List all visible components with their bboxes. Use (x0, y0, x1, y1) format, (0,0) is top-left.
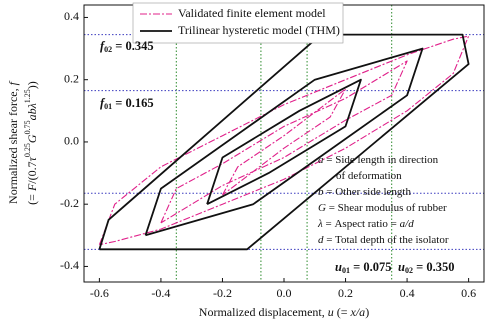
note-line: b = Other side length (318, 186, 411, 198)
text-part: = Shear modulus of rubber (326, 202, 447, 214)
text-part: of deformation (336, 170, 402, 182)
legend-box (132, 2, 344, 44)
text-part: = 0.350 (413, 260, 455, 274)
note-line: of deformation (336, 170, 402, 182)
note-line: G = Shear modulus of rubber (318, 202, 447, 214)
text-part: abλ (25, 103, 39, 120)
text-part: 01 (342, 266, 350, 275)
text-part: f (100, 96, 106, 110)
x-tick-label: 0.2 (338, 286, 353, 300)
text-part: b (318, 186, 324, 198)
y-tick-label: 0.2 (64, 71, 79, 85)
x-tick-label: -0.6 (90, 286, 109, 300)
text-part: = 0.165 (112, 96, 154, 110)
x-tick-label: -0.2 (213, 286, 232, 300)
annotation: f02 = 0.345 (100, 39, 154, 54)
y-axis-label: (= F/(0.7τ0.25G0.75abλ1.25)) (23, 81, 39, 205)
text-part: u (398, 260, 405, 274)
x-axis-label: Normalized displacement, u (= x/a) (199, 305, 369, 319)
text-part: = Aspect ratio = (323, 218, 400, 230)
text-part: )) (25, 81, 39, 89)
text-part: Normalized displacement, (199, 305, 328, 319)
text-part: = Other side length (324, 186, 412, 198)
note-line: a = Side length in direction (318, 154, 439, 166)
note-line: λ = Aspect ratio = a/d (317, 218, 414, 230)
text-part: u (335, 260, 342, 274)
text-part: 0.25 (23, 143, 32, 157)
x-tick-label: 0.0 (277, 286, 292, 300)
text-part: λ (317, 218, 323, 230)
y-tick-label: 0.4 (64, 9, 79, 23)
text-part: τ (25, 156, 39, 161)
text-part: G (318, 202, 326, 214)
text-part: 02 (405, 266, 413, 275)
text-part: a/d (400, 218, 415, 230)
text-part: Normalized shear force, (6, 85, 20, 204)
x-tick-label: 0.6 (461, 286, 476, 300)
y-tick-label: -0.4 (60, 258, 79, 272)
series-line (98, 33, 470, 251)
annotation: u02 = 0.350 (398, 260, 454, 275)
x-tick-label: -0.4 (151, 286, 170, 300)
text-part: G (25, 134, 39, 143)
text-part: 01 (104, 102, 112, 111)
text-part: = Total depth of the isolator (324, 234, 449, 246)
text-part: u (328, 305, 334, 319)
text-part: ) (365, 305, 369, 319)
y-tick-label: -0.2 (60, 196, 79, 210)
text-part: (= (334, 305, 351, 319)
text-part: 02 (104, 45, 112, 54)
text-part: 1.25 (23, 89, 32, 103)
text-part: d (318, 234, 324, 246)
annotation: u01 = 0.075 (335, 260, 391, 275)
series-line (98, 35, 470, 246)
note-line: d = Total depth of the isolator (318, 234, 449, 246)
y-tick-label: 0.0 (64, 134, 79, 148)
legend-label: Trilinear hysteretic model (THM) (178, 23, 340, 37)
text-part: = 0.075 (350, 260, 392, 274)
x-tick-label: 0.4 (400, 286, 415, 300)
text-part: F (25, 183, 39, 192)
annotation: f01 = 0.165 (100, 96, 154, 111)
text-part: (= (25, 191, 39, 205)
text-part: = 0.345 (112, 39, 154, 53)
legend-label: Validated finite element model (178, 6, 326, 20)
text-part: f (6, 80, 20, 85)
text-part: = Side length in direction (324, 154, 439, 166)
text-part: f (100, 39, 106, 53)
text-part: a (318, 154, 324, 166)
text-part: x/a (350, 305, 366, 319)
text-part: 0.75 (23, 120, 32, 134)
y-axis-label: Normalized shear force, f (6, 80, 20, 204)
text-part: /(0.7 (25, 161, 39, 183)
